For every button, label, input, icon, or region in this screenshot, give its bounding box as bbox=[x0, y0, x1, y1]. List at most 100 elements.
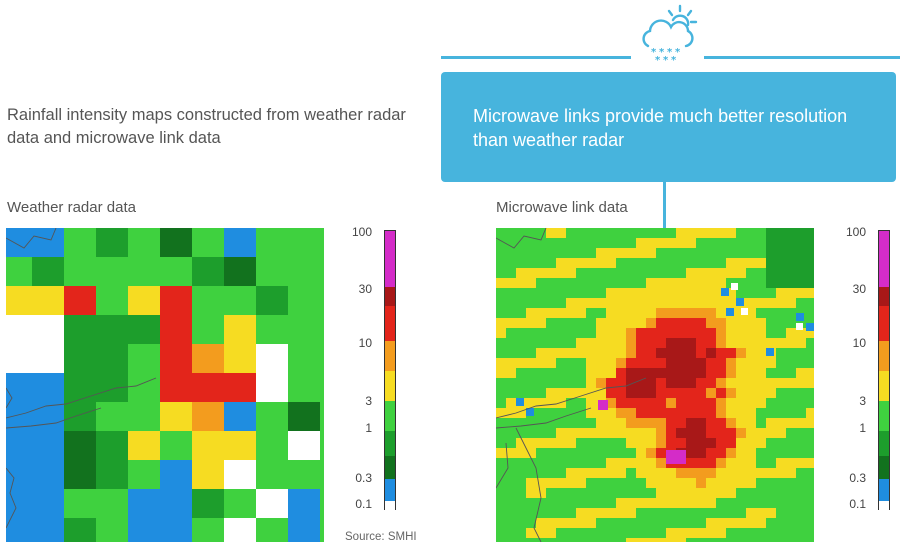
scale-segment bbox=[879, 431, 889, 456]
link-cell bbox=[716, 338, 726, 348]
radar-cell bbox=[64, 518, 96, 542]
link-cell bbox=[596, 368, 606, 378]
link-cell bbox=[786, 398, 796, 408]
link-cell bbox=[706, 388, 716, 398]
link-cell bbox=[736, 368, 746, 378]
link-cell bbox=[656, 358, 666, 368]
radar-cell bbox=[6, 431, 32, 460]
link-cell bbox=[726, 368, 736, 378]
link-cell bbox=[526, 288, 536, 298]
intro-text: Rainfall intensity maps constructed from… bbox=[7, 106, 406, 147]
link-cell bbox=[556, 338, 566, 348]
link-cell bbox=[656, 488, 666, 498]
link-white-cell bbox=[731, 283, 738, 290]
link-cell bbox=[756, 408, 766, 418]
link-cell bbox=[566, 478, 576, 488]
link-cell bbox=[596, 468, 606, 478]
radar-cell bbox=[256, 315, 288, 344]
link-cell bbox=[616, 498, 626, 508]
link-cell bbox=[676, 278, 686, 288]
left-color-scale: 100 30 10 3 1 0.3 0.1 bbox=[338, 225, 398, 515]
link-cell bbox=[496, 418, 506, 428]
link-cell bbox=[716, 508, 726, 518]
radar-cell bbox=[288, 431, 320, 460]
link-cell bbox=[706, 368, 716, 378]
link-cell bbox=[606, 388, 616, 398]
link-cell bbox=[626, 508, 636, 518]
link-cell bbox=[766, 538, 776, 542]
link-cell bbox=[746, 358, 756, 368]
link-cell bbox=[666, 308, 676, 318]
link-cell bbox=[686, 318, 696, 328]
link-cell bbox=[626, 298, 636, 308]
link-cell bbox=[596, 338, 606, 348]
link-cell bbox=[646, 528, 656, 538]
link-cell bbox=[546, 238, 556, 248]
link-cell bbox=[656, 318, 666, 328]
radar-cell bbox=[192, 431, 224, 460]
link-cell bbox=[556, 518, 566, 528]
link-cell bbox=[636, 538, 646, 542]
link-cell bbox=[646, 498, 656, 508]
link-cell bbox=[586, 368, 596, 378]
link-cell bbox=[756, 488, 766, 498]
scale-segment bbox=[385, 371, 395, 401]
radar-cell bbox=[32, 257, 64, 286]
link-cell bbox=[786, 448, 796, 458]
link-cell bbox=[606, 448, 616, 458]
radar-cell bbox=[192, 344, 224, 373]
link-cell bbox=[716, 438, 726, 448]
left-panel-title: Weather radar data bbox=[7, 199, 136, 216]
link-cell bbox=[566, 268, 576, 278]
link-cell bbox=[696, 538, 706, 542]
link-cell bbox=[716, 408, 726, 418]
link-cell bbox=[706, 448, 716, 458]
link-cell bbox=[636, 288, 646, 298]
link-cell bbox=[796, 388, 806, 398]
link-cell bbox=[636, 258, 646, 268]
link-cell bbox=[566, 438, 576, 448]
link-cell bbox=[506, 428, 516, 438]
link-cell bbox=[526, 328, 536, 338]
link-cell bbox=[586, 338, 596, 348]
right-tick-30: 30 bbox=[852, 282, 866, 296]
link-cell bbox=[516, 288, 526, 298]
link-cell bbox=[586, 428, 596, 438]
link-cell bbox=[696, 478, 706, 488]
link-cell bbox=[626, 518, 636, 528]
link-cell bbox=[706, 298, 716, 308]
link-cell bbox=[586, 278, 596, 288]
link-cell bbox=[786, 408, 796, 418]
link-cell bbox=[756, 508, 766, 518]
radar-cell bbox=[64, 402, 96, 431]
radar-cell bbox=[64, 257, 96, 286]
link-cell bbox=[566, 408, 576, 418]
link-cell bbox=[706, 228, 716, 238]
link-cell bbox=[656, 538, 666, 542]
radar-cell bbox=[6, 286, 32, 315]
link-cell bbox=[606, 538, 616, 542]
link-cell bbox=[806, 388, 814, 398]
link-cell bbox=[526, 508, 536, 518]
link-cell bbox=[586, 358, 596, 368]
coastline bbox=[6, 228, 57, 249]
link-cell bbox=[526, 468, 536, 478]
link-cell bbox=[616, 368, 626, 378]
link-cell bbox=[706, 258, 716, 268]
link-cell bbox=[696, 368, 706, 378]
link-cell bbox=[576, 408, 586, 418]
link-cell bbox=[496, 448, 506, 458]
left-scale-bar bbox=[384, 230, 396, 511]
radar-cell bbox=[288, 286, 320, 315]
link-cell bbox=[546, 288, 556, 298]
link-cell bbox=[616, 518, 626, 528]
link-cell bbox=[536, 408, 546, 418]
link-cell bbox=[546, 318, 556, 328]
radar-cell bbox=[288, 460, 320, 489]
link-cell bbox=[556, 528, 566, 538]
link-cell bbox=[656, 448, 666, 458]
link-cell bbox=[626, 288, 636, 298]
link-blue-cell bbox=[806, 323, 814, 331]
link-cell bbox=[626, 348, 636, 358]
link-cell bbox=[766, 468, 776, 478]
